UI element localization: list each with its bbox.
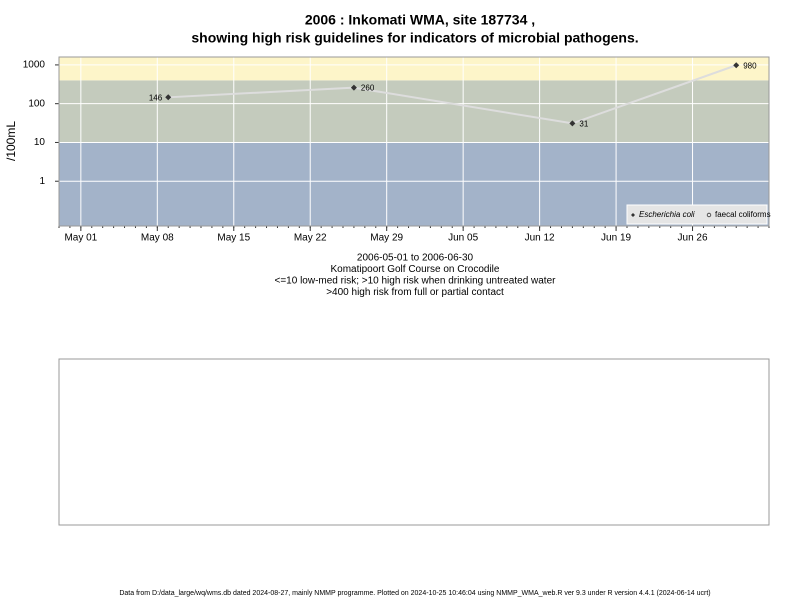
y-axis-label: /100mL (4, 121, 18, 161)
footer: Data from D:/data_large/wq/wms.db dated … (119, 590, 710, 597)
legend-box (626, 204, 768, 225)
x-tick-label: May 15 (217, 233, 250, 244)
chart-subtitle: showing high risk guidelines for indicat… (191, 30, 638, 46)
plot-frame (58, 56, 770, 227)
data-label: 31 (579, 120, 588, 129)
chart-title: 2006 : Inkomati WMA, site 187734 , (305, 12, 535, 28)
x-tick-label: Jun 12 (525, 233, 555, 244)
legend-marker (631, 213, 635, 217)
y-tick-label: 10 (34, 137, 46, 148)
data-point (569, 120, 576, 127)
risk-band (59, 80, 769, 143)
y-tick-label: 100 (28, 98, 45, 109)
data-label: 146 (149, 93, 163, 102)
legend-label: Escherichia coli (639, 210, 695, 219)
x-tick-label: May 29 (370, 233, 403, 244)
chart-note: >400 high risk from full or partial cont… (326, 287, 504, 298)
x-tick-label: Jun 19 (601, 233, 631, 244)
legend-label: faecal coliforms (715, 210, 771, 219)
x-tick-label: Jun 05 (448, 233, 478, 244)
x-tick-label: May 08 (141, 233, 174, 244)
data-label: 260 (361, 84, 375, 93)
data-point (350, 84, 357, 91)
data-point (165, 94, 172, 101)
x-tick-label: May 22 (294, 233, 327, 244)
y-tick-label: 1 (39, 176, 45, 187)
legend-marker (706, 212, 712, 218)
series-line (168, 64, 737, 125)
chart-note: Komatipoort Golf Course on Crocodile (331, 264, 500, 275)
empty-panel (58, 358, 770, 526)
data-label: 980 (743, 61, 757, 70)
risk-band (59, 57, 769, 81)
x-tick-label: Jun 26 (678, 233, 708, 244)
chart-note: <=10 low-med risk; >10 high risk when dr… (275, 276, 557, 287)
chart-note: 2006-05-01 to 2006-06-30 (357, 253, 474, 264)
data-point (733, 62, 740, 69)
x-tick-label: May 01 (64, 233, 97, 244)
y-tick-label: 1000 (23, 60, 46, 71)
